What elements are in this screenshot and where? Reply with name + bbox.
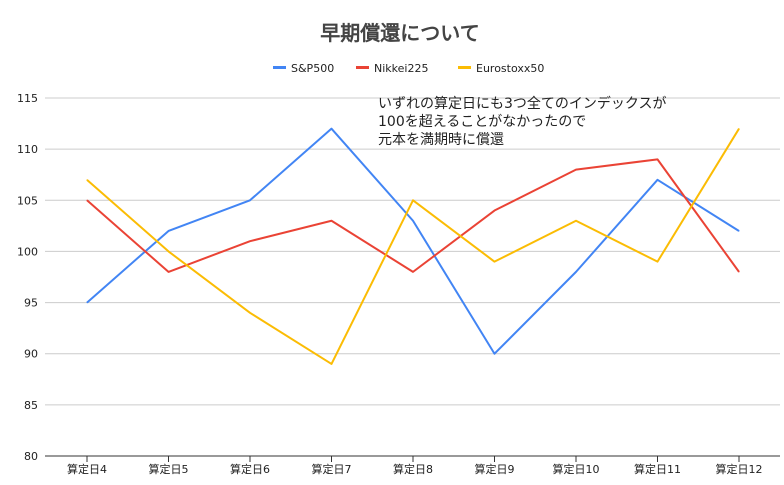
data-point xyxy=(575,271,577,273)
data-point xyxy=(168,230,169,232)
x-tick-label: 算定日6 xyxy=(230,462,270,476)
x-tick-label: 算定日7 xyxy=(312,462,352,476)
data-point xyxy=(331,220,332,222)
x-tick-label: 算定日5 xyxy=(149,462,189,476)
data-point xyxy=(331,363,332,365)
gridlines xyxy=(45,97,780,457)
data-point xyxy=(494,210,495,212)
data-point xyxy=(412,199,414,201)
annotation-line: いずれの算定日にも3つ全てのインデックスが xyxy=(378,95,667,112)
data-point xyxy=(412,220,414,222)
series-line-eurostoxx50 xyxy=(86,128,740,365)
x-tick-label: 算定日11 xyxy=(634,462,681,476)
data-point xyxy=(738,271,740,273)
annotation-line: 100を超えることがなかったので xyxy=(378,114,586,130)
data-point xyxy=(249,199,251,201)
legend-swatch xyxy=(273,66,286,69)
data-point xyxy=(575,220,577,222)
y-tick-label: 80 xyxy=(24,450,38,463)
x-tick-label: 算定日4 xyxy=(67,462,107,476)
y-tick-label: 85 xyxy=(24,399,38,412)
data-point xyxy=(331,128,332,130)
data-point xyxy=(738,128,740,130)
data-point xyxy=(86,302,88,304)
y-tick-label: 100 xyxy=(17,245,38,258)
legend: S&P500 Nikkei225 Eurostoxx50 xyxy=(273,62,544,75)
data-point xyxy=(738,230,740,232)
x-tick-label: 算定日8 xyxy=(393,462,433,476)
data-point xyxy=(249,312,251,314)
y-tick-label: 90 xyxy=(24,348,38,361)
y-tick-label: 95 xyxy=(24,297,38,310)
data-point xyxy=(168,250,169,252)
data-point xyxy=(86,199,88,201)
x-tick-label: 算定日12 xyxy=(716,462,763,476)
series-line-sp500 xyxy=(86,127,740,355)
data-point xyxy=(657,179,658,181)
x-tick-label: 算定日9 xyxy=(475,462,515,476)
legend-label: Eurostoxx50 xyxy=(476,62,544,75)
data-point xyxy=(494,261,495,263)
data-point xyxy=(168,271,169,273)
y-tick-label: 110 xyxy=(17,143,38,156)
x-tick-label: 算定日10 xyxy=(553,462,600,476)
data-point xyxy=(657,261,658,263)
legend-label: S&P500 xyxy=(291,62,334,75)
data-point xyxy=(494,353,495,355)
chart-title: 早期償還について xyxy=(320,21,479,45)
legend-swatch xyxy=(356,66,369,69)
annotation-line: 元本を満期時に償還 xyxy=(378,132,504,148)
annotation: いずれの算定日にも3つ全てのインデックスが 100を超えることがなかったので元本を… xyxy=(378,95,667,148)
series-lines xyxy=(86,127,740,365)
data-point xyxy=(86,179,88,181)
y-axis: 80 85 90 95 100 105 110 115 xyxy=(17,92,38,463)
data-point xyxy=(657,158,658,160)
legend-swatch xyxy=(458,66,471,69)
data-point xyxy=(412,271,414,273)
y-tick-label: 115 xyxy=(17,92,38,105)
legend-label: Nikkei225 xyxy=(374,62,428,75)
y-tick-label: 105 xyxy=(17,194,38,207)
x-axis: 算定日4 算定日5 算定日6 算定日7 算定日8 算定日9 算定日10 算定日11 算定日12 xyxy=(67,456,763,476)
data-point xyxy=(249,240,251,242)
series-line-nikkei225 xyxy=(86,158,740,273)
data-point xyxy=(575,169,577,171)
